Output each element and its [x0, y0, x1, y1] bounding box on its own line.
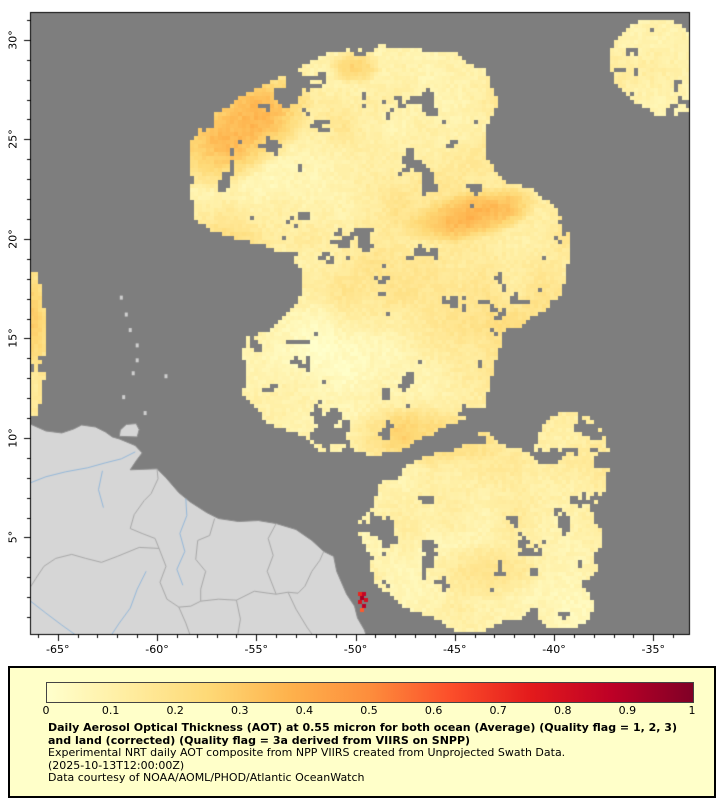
colorbar-tick-labels: 0 0.1 0.2 0.3 0.4 0.5 0.6 0.7 0.8 0.9 1	[42, 704, 696, 717]
colorbar-tick-label: 0.8	[554, 704, 572, 717]
colorbar-gradient	[46, 682, 694, 703]
caption-courtesy: Data courtesy of NOAA/AOML/PHOD/Atlantic…	[48, 771, 365, 784]
colorbar-tick-label: 0.2	[166, 704, 184, 717]
lon-tick-label: -65°	[46, 643, 70, 656]
colorbar-tick-label: 0.7	[489, 704, 507, 717]
colorbar-tick-label: 0.4	[295, 704, 314, 717]
colorbar-tick-label: 0.1	[101, 704, 120, 717]
aot-map-canvas	[0, 0, 720, 660]
colorbar-tick-label: 0	[42, 704, 50, 717]
colorbar-tick-label: 1	[688, 704, 696, 717]
lat-tick-label: 15°	[6, 328, 20, 349]
lon-tick-label: -40°	[542, 643, 566, 656]
colorbar-tick-label: 0.9	[618, 704, 637, 717]
caption-title: Daily Aerosol Optical Thickness (AOT) at…	[48, 721, 677, 747]
lat-tick-label: 25°	[6, 129, 20, 150]
colorbar-tick-label: 0.3	[231, 704, 249, 717]
lon-tick-label: -35°	[641, 643, 665, 656]
lat-tick-label: 10°	[6, 428, 20, 448]
lon-tick-label: -55°	[244, 643, 269, 656]
lon-tick-label: -45°	[443, 643, 467, 656]
lat-tick-label: 30°	[6, 30, 20, 50]
legend-panel: 0 0.1 0.2 0.3 0.4 0.5 0.6 0.7 0.8 0.9 1 Daily Aero…	[8, 666, 716, 798]
lat-tick-label: 20°	[6, 229, 20, 249]
colorbar-tick-label: 0.6	[424, 704, 443, 717]
lat-tick-label: 5°	[6, 531, 20, 544]
caption-block: Daily Aerosol Optical Thickness (AOT) at…	[48, 721, 702, 785]
caption-source: Experimental NRT daily AOT composite fro…	[48, 746, 566, 759]
colorbar-tick-label: 0.5	[360, 704, 378, 717]
caption-timestamp: (2025-10-13T12:00:00Z)	[48, 758, 185, 772]
lon-tick-label: -50°	[343, 643, 368, 656]
lon-tick-label: -60°	[145, 643, 169, 656]
